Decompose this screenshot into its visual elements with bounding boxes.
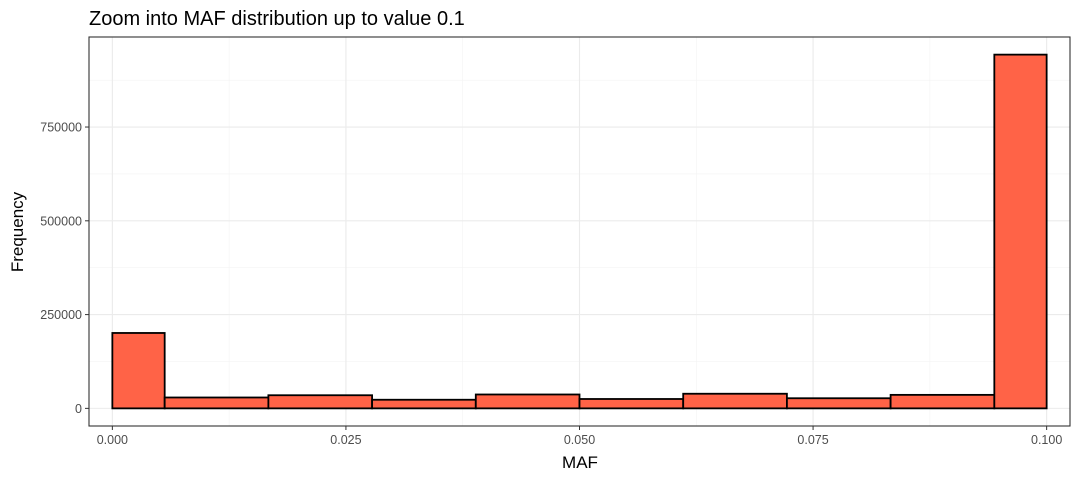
histogram-bar: [111, 332, 166, 410]
histogram-bar: [993, 53, 1048, 410]
x-axis: 0.000 0.025 0.050 0.075 0.100: [97, 426, 1062, 447]
histogram-bar: [163, 396, 270, 410]
x-tick-label: 0.075: [797, 433, 828, 447]
y-tick-label: 750000: [40, 121, 82, 135]
histogram-bar: [371, 398, 477, 410]
x-axis-title: MAF: [562, 453, 598, 472]
y-tick-label: 250000: [40, 308, 82, 322]
histogram-bar: [889, 393, 996, 410]
chart-title: Zoom into MAF distribution up to value 0…: [89, 8, 465, 30]
x-tick-label: 0.000: [97, 433, 128, 447]
y-tick-label: 0: [75, 402, 82, 416]
histogram-bar: [474, 393, 581, 410]
y-axis: 0 250000 500000 750000: [40, 121, 89, 416]
grid-lines: [89, 37, 1070, 426]
histogram-bars: [111, 53, 1048, 410]
histogram-bar: [682, 392, 788, 410]
x-tick-label: 0.100: [1031, 433, 1062, 447]
x-tick-label: 0.025: [330, 433, 361, 447]
y-axis-title: Frequency: [8, 191, 27, 272]
histogram-bar: [267, 394, 373, 410]
x-tick-label: 0.050: [564, 433, 595, 447]
histogram-bar: [578, 398, 685, 410]
y-tick-label: 500000: [40, 214, 82, 228]
histogram-bar: [786, 397, 892, 410]
